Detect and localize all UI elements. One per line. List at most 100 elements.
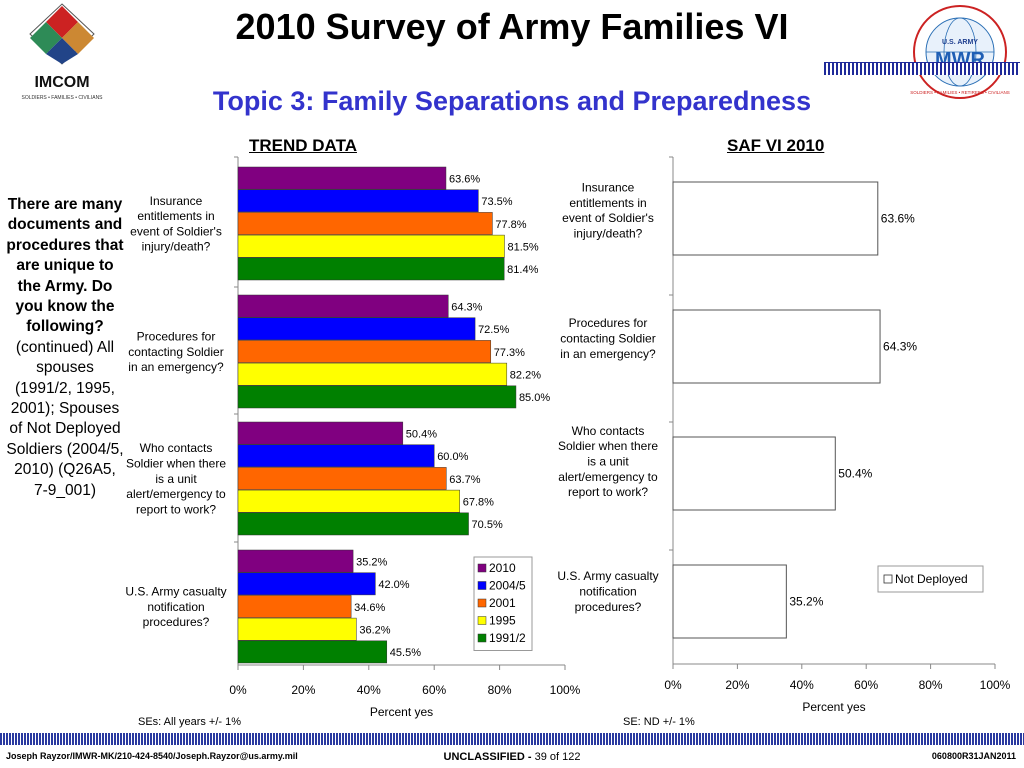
page-title: 2010 Survey of Army Families VI bbox=[235, 6, 789, 47]
trend-data-label: 50.4% bbox=[406, 428, 437, 440]
trend-x-tick-label: 20% bbox=[291, 683, 315, 697]
trend-bar bbox=[237, 444, 435, 468]
question-text-details: (continued) All spouses (1991/2, 1995, 2… bbox=[6, 338, 124, 499]
se-note-left: SEs: All years +/- 1% bbox=[138, 716, 242, 728]
saf-data-label: 63.6% bbox=[881, 212, 915, 226]
trend-bar bbox=[237, 595, 352, 618]
mwr-logo-ring-text: SOLDIERS • FAMILIES • RETIREES • CIVILIA… bbox=[910, 90, 1010, 95]
saf-category-label: Procedures for bbox=[569, 316, 648, 330]
imcom-logo-tagline: SOLDIERS • FAMILIES • CIVILIANS bbox=[21, 95, 103, 101]
trend-x-tick-label: 40% bbox=[357, 683, 381, 697]
imcom-logo: IMCOM SOLDIERS • FAMILIES • CIVILIANS bbox=[21, 3, 103, 101]
title-decorative-bar bbox=[824, 62, 1020, 75]
saf-category-label: Soldier when there bbox=[558, 439, 658, 453]
saf-chart-title: SAF VI 2010 bbox=[727, 136, 825, 155]
trend-legend-label: 1991/2 bbox=[489, 631, 526, 645]
imcom-diamond-icon bbox=[29, 3, 95, 65]
trend-category-label: alert/emergency to bbox=[126, 487, 226, 501]
se-note-right: SE: ND +/- 1% bbox=[623, 716, 695, 728]
trend-bar bbox=[237, 234, 505, 258]
trend-data-label: 77.3% bbox=[494, 347, 525, 359]
trend-category-label: contacting Soldier bbox=[128, 345, 223, 359]
trend-category-label: entitlements in bbox=[137, 209, 214, 223]
saf-x-tick-label: 60% bbox=[854, 678, 878, 692]
trend-bar bbox=[237, 549, 354, 573]
trend-legend-swatch bbox=[477, 633, 487, 643]
footer-page-number: 39 of 122 bbox=[534, 751, 581, 763]
trend-bar bbox=[237, 257, 505, 281]
trend-data-label: 34.6% bbox=[354, 602, 385, 614]
saf-data-label: 50.4% bbox=[838, 467, 872, 481]
trend-bar bbox=[237, 317, 476, 341]
saf-category-label: notification bbox=[579, 585, 636, 599]
saf-category-label: procedures? bbox=[575, 600, 642, 614]
saf-category-label: is a unit bbox=[587, 455, 629, 469]
saf-x-tick-label: 100% bbox=[980, 678, 1011, 692]
saf-x-tick-label: 40% bbox=[790, 678, 814, 692]
trend-data-label: 60.0% bbox=[437, 451, 468, 463]
imcom-logo-name: IMCOM bbox=[34, 74, 89, 91]
trend-category-label: procedures? bbox=[143, 615, 210, 629]
saf-legend-swatch bbox=[883, 574, 893, 584]
trend-data-label: 36.2% bbox=[359, 624, 390, 636]
trend-data-label: 63.7% bbox=[449, 474, 480, 486]
trend-data-label: 85.0% bbox=[519, 392, 550, 404]
trend-data-label: 67.8% bbox=[463, 496, 494, 508]
trend-bar bbox=[237, 294, 449, 318]
trend-category-label: in an emergency? bbox=[128, 360, 224, 374]
trend-category-label: U.S. Army casualty bbox=[125, 584, 226, 598]
trend-chart-title: TREND DATA bbox=[249, 136, 357, 155]
trend-legend-label: 1995 bbox=[489, 614, 516, 628]
saf-data-label: 35.2% bbox=[789, 595, 823, 609]
saf-bar bbox=[672, 181, 879, 256]
trend-category-label: Insurance bbox=[150, 194, 203, 208]
footer-date-time-group: 060800R31JAN2011 bbox=[931, 751, 1016, 761]
trend-category-label: Who contacts bbox=[140, 441, 213, 455]
question-text-bold: There are many documents and procedures … bbox=[6, 196, 124, 336]
trend-category-label: notification bbox=[147, 600, 204, 614]
trend-data-label: 64.3% bbox=[451, 301, 482, 313]
saf-legend-label: Not Deployed bbox=[895, 572, 968, 586]
mwr-logo-top-text: U.S. ARMY bbox=[942, 39, 978, 46]
trend-legend-label: 2004/5 bbox=[489, 579, 526, 593]
saf-category-label: in an emergency? bbox=[560, 347, 656, 361]
trend-x-tick-label: 0% bbox=[229, 683, 247, 697]
trend-bar bbox=[237, 512, 469, 536]
saf-category-label: event of Soldier's bbox=[562, 211, 654, 225]
trend-legend-swatch bbox=[477, 563, 487, 573]
trend-legend-label: 2001 bbox=[489, 596, 516, 610]
trend-bar bbox=[237, 362, 508, 386]
question-text: There are many documents and procedures … bbox=[6, 195, 124, 501]
trend-data-label: 63.6% bbox=[449, 173, 480, 185]
trend-bar bbox=[237, 640, 388, 664]
trend-category-label: is a unit bbox=[155, 472, 197, 486]
trend-data-label: 77.8% bbox=[495, 219, 526, 231]
saf-x-tick-label: 80% bbox=[919, 678, 943, 692]
saf-category-label: Who contacts bbox=[572, 424, 645, 438]
trend-bar bbox=[237, 617, 357, 641]
trend-x-tick-label: 60% bbox=[422, 683, 446, 697]
trend-x-tick-label: 80% bbox=[488, 683, 512, 697]
saf-category-label: contacting Soldier bbox=[560, 332, 655, 346]
trend-bar bbox=[237, 467, 447, 490]
trend-bar bbox=[237, 166, 447, 190]
trend-data-label: 73.5% bbox=[481, 196, 512, 208]
saf-x-axis-label: Percent yes bbox=[802, 700, 865, 714]
trend-data-label: 82.2% bbox=[510, 369, 541, 381]
trend-category-label: event of Soldier's bbox=[130, 224, 222, 238]
trend-category-label: report to work? bbox=[136, 502, 216, 516]
trend-data-label: 42.0% bbox=[378, 579, 409, 591]
trend-bar bbox=[237, 340, 492, 363]
trend-category-label: Soldier when there bbox=[126, 456, 226, 470]
saf-category-label: report to work? bbox=[568, 485, 648, 499]
saf-legend-box bbox=[877, 565, 984, 593]
trend-data-label: 70.5% bbox=[472, 519, 503, 531]
saf-bar bbox=[672, 309, 881, 384]
trend-bar bbox=[237, 385, 517, 409]
trend-x-tick-label: 100% bbox=[550, 683, 581, 697]
trend-category-label: injury/death? bbox=[142, 240, 211, 254]
saf-x-tick-label: 20% bbox=[725, 678, 749, 692]
saf-category-label: entitlements in bbox=[569, 196, 646, 210]
trend-data-label: 72.5% bbox=[478, 324, 509, 336]
